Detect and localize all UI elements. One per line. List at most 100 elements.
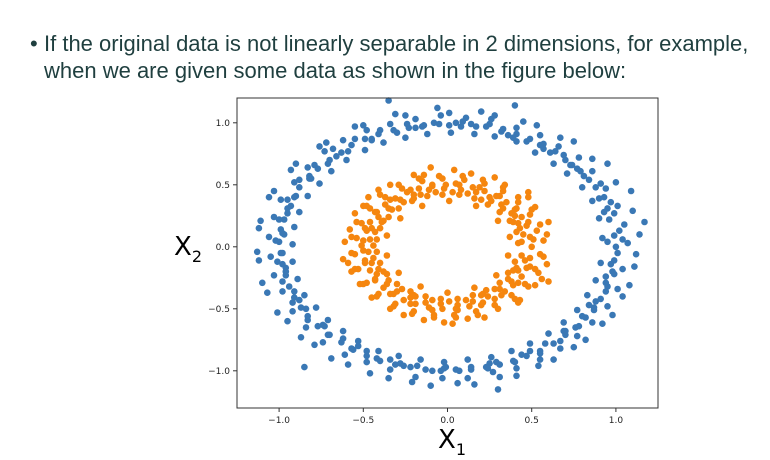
- data-point-series-1: [472, 123, 480, 130]
- data-point-series-2: [509, 218, 517, 226]
- y-axis-label: X2: [174, 232, 202, 266]
- data-point-series-1: [434, 104, 441, 112]
- data-point-series-2: [385, 213, 392, 221]
- data-point-series-1: [407, 363, 414, 371]
- data-point-series-1: [600, 208, 608, 216]
- data-point-series-2: [514, 219, 522, 227]
- data-point-series-1: [471, 381, 478, 388]
- data-point-series-1: [526, 347, 534, 355]
- data-point-series-2: [354, 265, 362, 273]
- data-point-series-2: [353, 218, 360, 226]
- data-point-series-2: [439, 191, 446, 198]
- data-point-series-2: [392, 300, 399, 308]
- data-point-series-2: [477, 196, 485, 203]
- data-point-series-1: [582, 336, 589, 344]
- data-point-series-2: [393, 280, 401, 288]
- data-point-series-1: [316, 143, 323, 150]
- data-point-series-1: [272, 237, 280, 244]
- data-point-series-1: [289, 299, 296, 306]
- data-point-series-1: [511, 358, 519, 366]
- data-point-series-1: [590, 306, 598, 314]
- data-point-series-2: [543, 231, 551, 238]
- data-point-series-2: [429, 296, 436, 304]
- data-point-series-2: [454, 301, 461, 309]
- data-point-series-1: [600, 193, 608, 201]
- data-point-series-2: [386, 181, 394, 189]
- data-point-series-2: [499, 205, 507, 212]
- data-point-series-1: [341, 351, 349, 359]
- data-point-series-1: [636, 231, 643, 238]
- data-point-series-1: [496, 373, 504, 381]
- data-point-series-2: [417, 283, 424, 290]
- data-point-series-1: [471, 130, 478, 138]
- data-point-series-2: [452, 180, 460, 187]
- data-point-series-2: [432, 188, 440, 196]
- data-point-series-1: [368, 136, 376, 144]
- data-point-series-1: [284, 196, 291, 203]
- data-point-series-2: [430, 311, 438, 319]
- data-point-series-1: [610, 270, 618, 278]
- data-point-series-2: [503, 198, 510, 206]
- data-point-series-2: [371, 208, 379, 216]
- data-point-series-1: [329, 145, 337, 153]
- data-point-series-2: [410, 291, 418, 299]
- data-point-series-1: [439, 374, 446, 382]
- data-point-series-2: [361, 259, 369, 267]
- data-point-series-1: [417, 356, 424, 363]
- data-point-series-1: [328, 167, 335, 175]
- data-point-series-2: [344, 259, 352, 267]
- data-point-series-1: [280, 216, 288, 223]
- data-point-series-1: [400, 362, 408, 370]
- data-point-series-2: [471, 284, 478, 292]
- data-point-series-1: [255, 257, 263, 264]
- data-point-series-2: [477, 301, 485, 309]
- data-point-series-1: [339, 136, 347, 144]
- data-point-series-2: [397, 215, 404, 222]
- data-point-series-1: [392, 361, 399, 368]
- data-point-series-2: [437, 295, 445, 303]
- data-point-series-1: [464, 374, 472, 382]
- data-point-series-2: [360, 237, 367, 244]
- data-point-series-2: [410, 308, 418, 315]
- x-tick-label: 0.5: [525, 416, 539, 426]
- data-point-series-2: [424, 192, 431, 200]
- data-point-series-2: [407, 186, 414, 194]
- data-point-series-2: [476, 184, 483, 191]
- data-point-series-1: [412, 124, 419, 132]
- data-point-series-1: [545, 330, 552, 337]
- data-point-series-1: [279, 278, 286, 285]
- data-point-series-1: [597, 295, 604, 303]
- data-point-series-2: [499, 187, 507, 195]
- data-point-series-1: [267, 253, 275, 260]
- data-point-series-1: [351, 135, 359, 143]
- data-point-series-2: [439, 175, 446, 182]
- data-point-series-1: [513, 124, 520, 132]
- data-point-series-2: [511, 212, 519, 220]
- data-point-series-2: [366, 205, 374, 212]
- data-point-series-1: [319, 339, 327, 346]
- data-point-series-2: [388, 206, 396, 213]
- y-axis: 1.0 0.5 0.0 −0.5 −1.0: [208, 119, 237, 377]
- data-point-series-2: [526, 211, 534, 218]
- data-point-series-2: [351, 210, 359, 217]
- data-point-series-1: [550, 160, 557, 167]
- data-point-series-1: [344, 361, 352, 368]
- data-point-series-2: [418, 177, 426, 185]
- data-point-series-2: [439, 305, 446, 313]
- data-point-series-1: [319, 321, 327, 329]
- data-point-series-2: [454, 295, 461, 303]
- data-point-series-2: [533, 227, 541, 234]
- data-point-series-1: [316, 180, 323, 187]
- data-point-series-2: [506, 233, 514, 241]
- data-point-series-2: [514, 279, 522, 287]
- bullet-text: If the original data is not linearly sep…: [44, 31, 749, 83]
- data-point-series-2: [348, 233, 355, 241]
- data-point-series-2: [472, 308, 480, 315]
- data-point-series-1: [311, 341, 318, 349]
- data-point-series-1: [302, 305, 310, 313]
- data-point-series-2: [520, 231, 527, 238]
- data-point-series-2: [370, 242, 377, 249]
- data-point-series-1: [589, 167, 596, 175]
- data-point-series-2: [526, 254, 534, 262]
- data-point-series-1: [578, 312, 586, 320]
